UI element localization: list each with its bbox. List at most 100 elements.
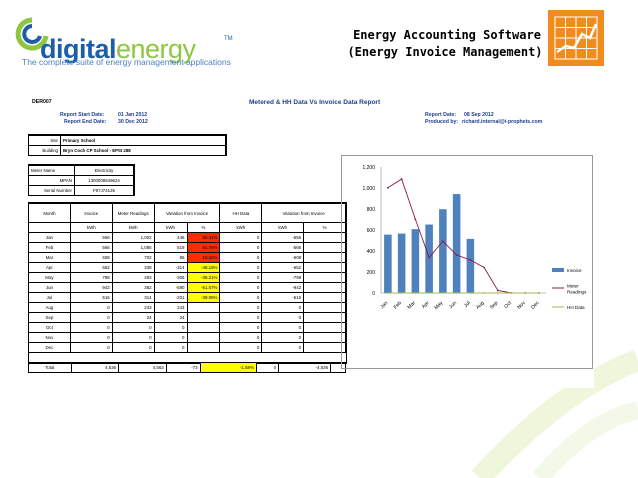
cell-variation-hh-pct: [330, 362, 346, 373]
point-hh-data: [538, 292, 541, 294]
cell-variation-hh-pct: [303, 342, 346, 353]
y-tick-label: 1,200: [362, 165, 375, 171]
report-panel: DER007 Metered & HH Data Vs Invoice Data…: [28, 95, 594, 388]
cell-hh: 0: [255, 362, 280, 373]
point-meter-readings: [496, 289, 499, 292]
table-row: Total 4,636 4,563 -73 -1.58% 0 -4,636: [28, 362, 346, 373]
line-meter-readings: [387, 178, 540, 294]
x-tick-label: May: [433, 300, 444, 311]
start-date-value: 01 Jan 2012: [118, 112, 148, 118]
col-variation-meter: Variation from Invoice: [153, 203, 221, 223]
point-hh-data: [386, 292, 389, 294]
report-date-value: 08 Sep 2012: [464, 112, 494, 118]
point-hh-data: [414, 292, 417, 294]
cell-hh: 0: [219, 342, 263, 353]
legend-label: Meter Readings: [567, 284, 587, 295]
x-tick-label: Nov: [516, 300, 527, 311]
x-tick-label: Jan: [379, 300, 389, 310]
digital-energy-logo: digitalenergy TM: [14, 14, 234, 74]
start-date-label: Report Start Date:: [60, 112, 105, 118]
meter-info-frame: [28, 164, 135, 196]
point-hh-data: [469, 292, 472, 294]
tagline: The complete suite of energy management …: [22, 57, 231, 67]
point-meter-readings: [386, 186, 389, 189]
table-row: Feb 566 1,085 519 91.70% 0 -566: [28, 242, 346, 253]
cell-meter: 0: [111, 342, 155, 353]
x-tick-label: Feb: [393, 300, 403, 310]
table-row: May 798 493 -305 -38.21% 0 -798: [28, 272, 346, 283]
bar-invoice: [411, 229, 420, 293]
point-meter-readings: [400, 178, 403, 180]
x-tick-label: Jun: [448, 300, 458, 310]
report-title: Metered & HH Data Vs Invoice Data Report: [249, 99, 381, 106]
produced-by-label: Produced by:: [425, 119, 459, 125]
site-frame: [28, 134, 227, 156]
invoice-chart: 0 200 400 600 800 1,000 1,200 Jan Feb Mar Apr May Ju…: [362, 165, 587, 311]
cell-month: Total: [28, 362, 72, 373]
point-meter-readings: [428, 256, 431, 259]
end-date-value: 30 Dec 2012: [118, 119, 148, 125]
point-meter-readings: [455, 254, 458, 256]
y-tick-label: 800: [367, 207, 376, 213]
bar-invoice: [466, 238, 475, 293]
logo-swirl-icon: [15, 17, 49, 51]
report-date-label: Report Date:: [425, 112, 457, 118]
logo-energy: energy: [116, 34, 196, 64]
bar-invoice: [397, 233, 406, 293]
legend-swatch: [552, 268, 564, 272]
x-tick-label: Mar: [406, 300, 417, 311]
point-hh-data: [400, 292, 403, 294]
legend-label: HH Data: [567, 305, 585, 310]
x-tick-label: Oct: [503, 300, 513, 310]
meter-info-table: Meter Name Electricity MPAN 1300009549624 …: [28, 165, 134, 196]
end-date-label: Report End Date:: [64, 119, 107, 125]
bar-invoice: [439, 209, 447, 293]
point-meter-readings: [469, 259, 472, 261]
bar-invoice: [452, 194, 461, 293]
logo-trademark: TM: [224, 36, 233, 42]
decorative-arcs: [471, 349, 638, 478]
produced-by-value: richard.internal@i-prophets.com: [462, 119, 543, 125]
cell-invoice: 4,636: [70, 362, 120, 373]
report-code: DER007: [32, 99, 52, 105]
y-tick-label: 1,000: [362, 186, 375, 192]
total-table: Total 4,636 4,563 -73 -1.58% 0 -4,636: [28, 362, 346, 373]
cell-variation-hh: -4,636: [278, 362, 332, 373]
y-tick-label: 600: [367, 228, 376, 234]
bar-invoice: [384, 234, 392, 293]
y-tick-label: 0: [372, 291, 375, 297]
cell-meter: 4,563: [118, 362, 167, 373]
table-row: Dec 0 0 0 0 0: [28, 342, 346, 353]
x-tick-label: Jul: [463, 300, 472, 309]
site-table: Site Primary School Building Bryn Coch CP …: [28, 135, 226, 156]
point-hh-data: [483, 292, 486, 294]
x-tick-label: Sep: [489, 300, 500, 311]
col-variation-hh: Variation from Invoice: [261, 203, 346, 223]
data-table-frame: [28, 202, 347, 364]
page-title: Energy Accounting Software: [353, 28, 541, 42]
point-meter-readings: [483, 266, 486, 269]
chart-frame: [341, 155, 593, 369]
x-tick-label: Aug: [475, 300, 486, 311]
cell-variation: -73: [165, 362, 201, 373]
point-hh-data: [510, 292, 513, 294]
point-meter-readings: [414, 218, 417, 221]
cell-variation-pct: -1.58%: [199, 362, 257, 373]
bar-invoice: [425, 224, 433, 293]
page-subtitle: (Energy Invoice Management): [347, 45, 543, 59]
point-hh-data: [441, 292, 444, 294]
point-hh-data: [455, 292, 458, 294]
logo-wordmark: digitalenergy: [40, 34, 196, 65]
chart-app-icon: [548, 10, 604, 66]
x-tick-label: Apr: [421, 300, 431, 310]
x-tick-label: Dec: [530, 300, 541, 311]
point-hh-data: [524, 292, 527, 294]
y-tick-label: 200: [367, 270, 376, 276]
data-table: Month Invoice Meter Readings Variation f…: [28, 203, 346, 353]
point-hh-data: [428, 292, 431, 294]
point-meter-readings: [441, 240, 444, 243]
y-tick-label: 400: [367, 249, 376, 255]
logo-digital: digital: [40, 34, 117, 64]
legend-label: Invoice: [567, 268, 582, 273]
cell-variation-pct: [186, 342, 221, 353]
